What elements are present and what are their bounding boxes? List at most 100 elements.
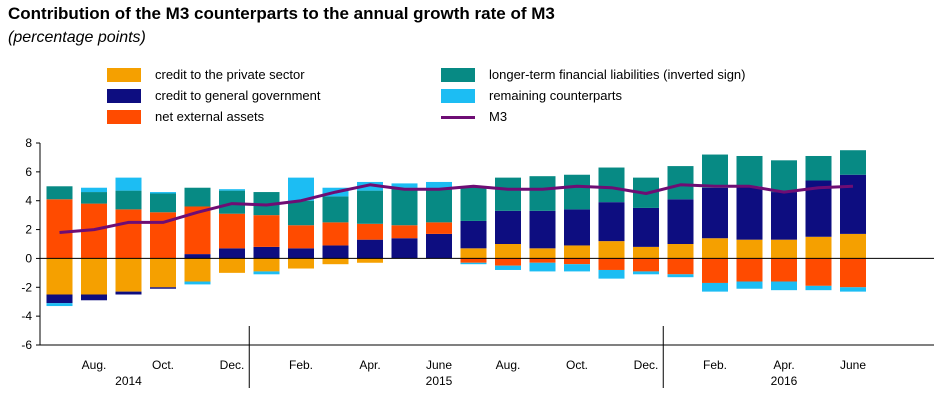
- bar-segment-3: [495, 258, 521, 266]
- bar-segment-4: [805, 155, 832, 181]
- bar-segment-1: [357, 258, 383, 263]
- bar-segment-4: [357, 190, 383, 224]
- bar-segment-5: [288, 177, 314, 201]
- bar-segment-4: [667, 166, 694, 200]
- bar-segment-1: [771, 239, 797, 259]
- bar-segment-5: [736, 281, 763, 289]
- bar-segment-2: [460, 220, 487, 249]
- bar-segment-5: [426, 181, 452, 190]
- bar-segment-3: [702, 258, 728, 283]
- bar-segment-5: [184, 281, 211, 285]
- bar-segment-5: [46, 303, 73, 307]
- x-tick-label: Feb.: [703, 358, 727, 372]
- bar-segment-2: [426, 233, 452, 259]
- bar-segment-1: [219, 258, 245, 273]
- bar-segment-2: [564, 209, 590, 246]
- bar-segment-1: [495, 244, 521, 259]
- bar-segment-1: [115, 258, 142, 292]
- bar-segment-2: [529, 210, 556, 249]
- y-tick-label: 4: [25, 194, 32, 208]
- bar-segment-1: [736, 239, 763, 259]
- bar-segment-1: [184, 258, 211, 282]
- bar-segment-1: [460, 248, 487, 259]
- bar-segment-5: [633, 271, 659, 275]
- bar-segment-5: [150, 192, 176, 194]
- bar-segment-4: [322, 196, 349, 223]
- bar-segment-5: [840, 287, 866, 292]
- bar-segment-1: [564, 245, 590, 259]
- bar-segment-1: [702, 238, 728, 259]
- bar-segment-3: [805, 258, 832, 286]
- bar-segment-3: [288, 225, 314, 249]
- legend-swatch-net-external-assets: [107, 110, 141, 124]
- bar-segment-2: [598, 202, 625, 242]
- bar-segment-1: [598, 241, 625, 259]
- x-tick-label: Aug.: [496, 358, 521, 372]
- bar-segment-5: [805, 285, 832, 291]
- legend-swatch-remaining-counterparts: [441, 89, 475, 103]
- bar-segment-2: [357, 239, 383, 259]
- bar-segment-2: [115, 291, 142, 295]
- bar-segment-2: [219, 248, 245, 259]
- bar-segment-4: [702, 154, 728, 188]
- bar-segment-2: [771, 192, 797, 240]
- bar-segment-3: [598, 258, 625, 270]
- bar-segment-2: [46, 294, 73, 304]
- legend-swatch-private-credit: [107, 68, 141, 82]
- bar-segment-3: [633, 258, 659, 272]
- bar-segment-2: [667, 199, 694, 244]
- bar-segment-2: [840, 174, 866, 234]
- bar-segment-3: [322, 222, 349, 246]
- bar-segment-2: [633, 207, 659, 247]
- year-label: 2016: [771, 374, 798, 388]
- bar-segment-5: [529, 262, 556, 272]
- legend-swatch-m3: [441, 116, 475, 119]
- y-tick-label: 8: [25, 136, 32, 150]
- bar-segment-2: [81, 294, 107, 301]
- x-tick-label: June: [426, 358, 452, 372]
- y-tick-label: 6: [25, 165, 32, 179]
- bar-segment-1: [633, 246, 659, 259]
- x-tick-label: Feb.: [289, 358, 313, 372]
- bar-segment-4: [840, 150, 866, 175]
- legend-label-private-credit: credit to the private sector: [155, 67, 305, 82]
- bar-segment-5: [667, 274, 694, 278]
- legend-label-longer-term-liabilities: longer-term financial liabilities (inver…: [489, 67, 746, 82]
- bar-segment-1: [253, 258, 280, 272]
- bar-segment-4: [495, 177, 521, 211]
- bar-segment-5: [598, 269, 625, 279]
- x-tick-label: Aug.: [82, 358, 107, 372]
- x-tick-label: June: [840, 358, 866, 372]
- x-tick-label: Oct.: [152, 358, 174, 372]
- x-tick-label: Apr.: [773, 358, 794, 372]
- bar-segment-4: [426, 189, 452, 223]
- m3-line: [59, 183, 854, 234]
- legend-swatch-government-credit: [107, 89, 141, 103]
- bar-segment-4: [81, 192, 107, 204]
- bar-segment-3: [219, 213, 245, 249]
- chart-title: Contribution of the M3 counterparts to t…: [8, 4, 555, 23]
- legend: credit to the private sector credit to g…: [0, 66, 945, 130]
- x-tick-label: Oct.: [566, 358, 588, 372]
- bar-segment-1: [529, 248, 556, 259]
- bar-segment-3: [253, 215, 280, 247]
- bar-segment-3: [115, 209, 142, 259]
- bar-segment-5: [115, 177, 142, 191]
- bar-segment-4: [771, 160, 797, 193]
- y-tick-label: 0: [25, 251, 32, 265]
- bar-segment-4: [564, 174, 590, 210]
- legend-label-net-external-assets: net external assets: [155, 109, 265, 124]
- bar-segment-5: [253, 271, 280, 275]
- bar-segment-2: [253, 246, 280, 259]
- bar-segment-5: [495, 265, 521, 270]
- y-tick-label: -6: [21, 338, 32, 352]
- bar-segment-5: [564, 264, 590, 272]
- bar-segment-4: [184, 187, 211, 207]
- bar-segment-2: [288, 248, 314, 259]
- bar-segment-2: [322, 245, 349, 259]
- bar-segment-3: [771, 258, 797, 282]
- bar-segment-4: [288, 200, 314, 226]
- legend-label-remaining-counterparts: remaining counterparts: [489, 88, 622, 103]
- bar-segment-4: [150, 193, 176, 213]
- bar-segment-3: [460, 258, 487, 263]
